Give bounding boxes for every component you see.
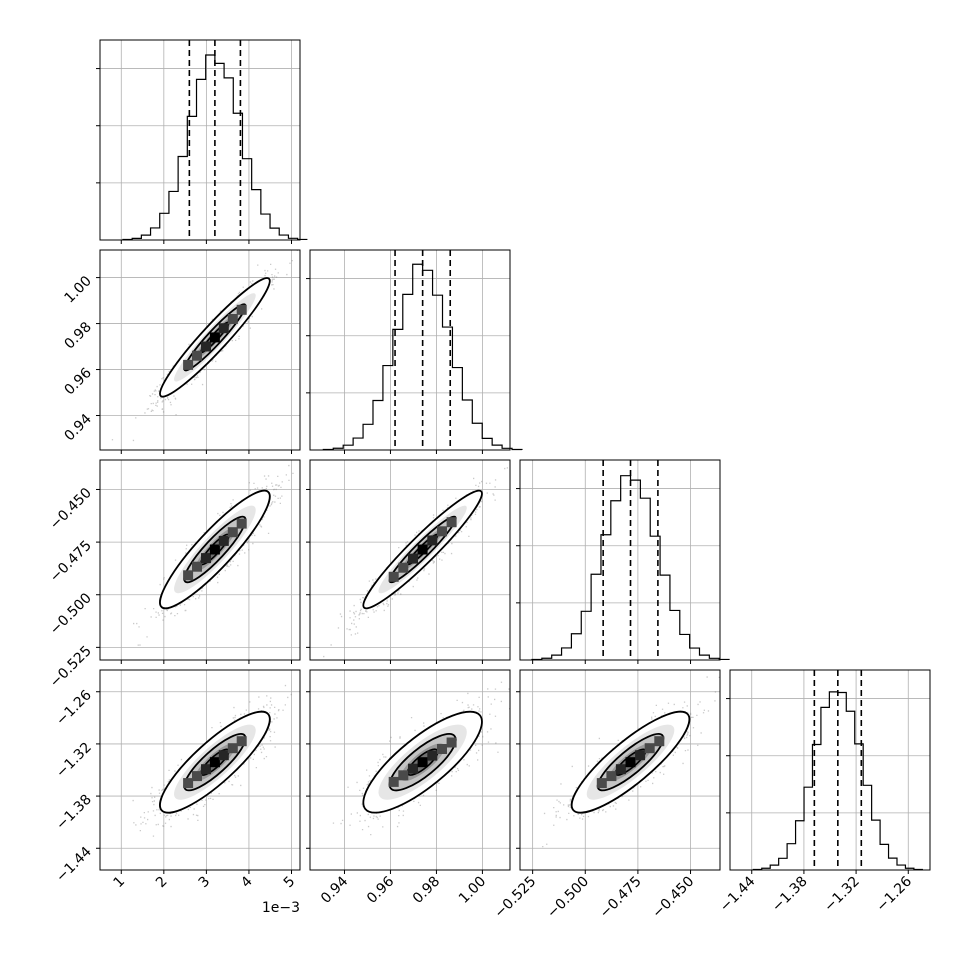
density-peak-block: [192, 771, 202, 782]
density-peak-block: [209, 544, 220, 555]
y-tick-label: −0.525: [47, 643, 95, 691]
density-peak-block: [201, 341, 211, 352]
x-tick-label: 4: [238, 873, 256, 891]
density-peak-block: [218, 323, 229, 334]
y-tick-label: 1.00: [61, 273, 94, 306]
hist-panel-1: [306, 249, 523, 451]
density-peak-block: [446, 517, 457, 528]
scatter-panel-2-1: [306, 459, 511, 664]
density-peak-block: [427, 750, 438, 761]
panel-frame: [519, 459, 721, 661]
x-tick-label: 1.00: [456, 874, 489, 907]
density-peak-block: [218, 750, 229, 761]
density-peak-block: [192, 561, 202, 572]
density-peak-block: [417, 757, 428, 768]
y-tick-label: −1.38: [53, 792, 95, 834]
density-peak-block: [417, 544, 428, 555]
x-tick-label: 2: [153, 874, 171, 892]
density-peak-block: [388, 776, 399, 787]
x-tick-label: −0.475: [597, 874, 645, 922]
x-offset-label: 1e−3: [262, 900, 300, 916]
density-peak-block: [644, 743, 655, 754]
density-peak-block: [227, 743, 238, 754]
density-peak-block: [635, 750, 646, 761]
x-tick-label: 1: [111, 874, 129, 892]
scatter-panel-3-1: [306, 669, 511, 874]
density-peak-block: [227, 527, 238, 538]
scatter-panel-2-0: [96, 459, 301, 664]
density-peak-block: [437, 526, 447, 537]
x-tick-label: −1.38: [769, 874, 811, 916]
x-tick-label: 0.96: [364, 873, 397, 906]
x-tick-label: 3: [196, 874, 214, 892]
panel-frame: [729, 669, 931, 871]
histogram-step: [322, 263, 523, 451]
x-tick-label: 5: [281, 874, 299, 892]
y-tick-label: 0.98: [61, 319, 94, 352]
y-tick-label: −1.44: [53, 844, 95, 886]
density-peak-block: [201, 553, 211, 564]
x-tick-label: −0.525: [491, 874, 539, 922]
y-tick-label: −1.32: [53, 739, 95, 781]
density-peak-block: [183, 778, 194, 789]
panel-frame: [309, 459, 511, 661]
y-tick-label: −0.500: [47, 590, 95, 638]
x-tick-label: −1.32: [821, 874, 863, 916]
density-peak-block: [427, 535, 438, 546]
density-peak-block: [227, 314, 238, 324]
density-peak-block: [606, 771, 617, 782]
x-tick-label: −0.450: [649, 874, 697, 922]
density-peak-block: [625, 757, 636, 768]
density-peak-block: [596, 778, 607, 789]
density-peak-block: [388, 571, 399, 582]
scatter-panel-3-0: [96, 669, 301, 874]
x-tick-label: −1.26: [873, 873, 915, 915]
y-tick-label: −0.450: [47, 485, 95, 533]
density-peak-block: [192, 350, 202, 361]
density-peak-block: [183, 359, 194, 370]
density-peak-block: [201, 764, 211, 775]
panel-frame: [309, 669, 511, 871]
x-tick-label: −1.44: [717, 873, 759, 915]
panel-frame: [309, 249, 511, 451]
scatter-panel-1-0: [96, 249, 301, 454]
panel-frame: [519, 669, 721, 871]
y-tick-label: −0.475: [47, 538, 95, 586]
density-peak-block: [408, 763, 418, 774]
panel-frame: [99, 249, 301, 451]
density-peak-block: [209, 757, 220, 768]
histogram-step: [122, 54, 308, 241]
hist-panel-2: [516, 459, 730, 661]
hist-panel-0: [96, 39, 308, 241]
density-peak-block: [236, 736, 247, 747]
density-peak-block: [183, 570, 194, 581]
density-peak-block: [398, 562, 409, 573]
density-peak-block: [446, 737, 457, 748]
x-tick-label: 0.94: [318, 873, 351, 906]
panel-frame: [99, 39, 301, 241]
density-peak-block: [654, 736, 665, 747]
panel-frame: [99, 459, 301, 661]
density-peak-block: [408, 553, 418, 564]
y-tick-label: 0.96: [61, 365, 94, 398]
x-tick-label: −0.500: [544, 874, 592, 922]
panel-frame: [99, 669, 301, 871]
density-peak-block: [209, 332, 220, 343]
x-tick-label: 0.98: [410, 874, 443, 907]
y-tick-label: 0.94: [61, 411, 94, 444]
density-peak-block: [236, 304, 247, 315]
density-peak-block: [437, 744, 447, 754]
density-peak-block: [615, 764, 626, 775]
y-tick-label: −1.26: [53, 687, 95, 729]
histogram-step: [531, 475, 730, 661]
density-peak-block: [398, 770, 409, 781]
scatter-panel-3-2: [516, 669, 721, 874]
density-peak-block: [218, 535, 229, 546]
density-peak-block: [236, 518, 247, 529]
hist-panel-3: [726, 669, 931, 871]
